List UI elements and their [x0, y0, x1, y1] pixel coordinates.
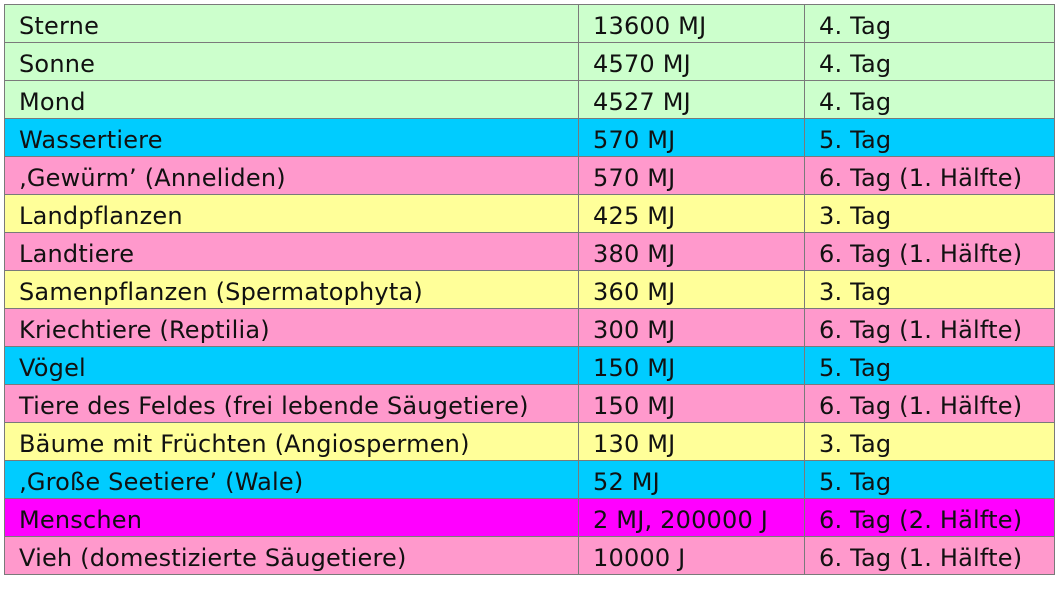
- cell-day: 6. Tag (1. Hälfte): [804, 384, 1055, 423]
- cell-day: 6. Tag (1. Hälfte): [804, 308, 1055, 347]
- cell-day: 5. Tag: [804, 460, 1055, 499]
- cell-name: ‚Gewürm’ (Anneliden): [4, 156, 579, 195]
- cell-name: Sterne: [4, 4, 579, 43]
- cell-energy: 13600 MJ: [578, 4, 805, 43]
- cell-energy: 150 MJ: [578, 346, 805, 385]
- cell-day: 4. Tag: [804, 80, 1055, 119]
- cell-day: 3. Tag: [804, 270, 1055, 309]
- cell-name: Samenpflanzen (Spermatophyta): [4, 270, 579, 309]
- cell-name: Menschen: [4, 498, 579, 537]
- cell-day: 6. Tag (1. Hälfte): [804, 156, 1055, 195]
- cell-name: Landpflanzen: [4, 194, 579, 233]
- table-body: Sterne 13600 MJ 4. Tag Sonne 4570 MJ 4. Tag Mo…: [4, 4, 1055, 575]
- cell-energy: 10000 J: [578, 536, 805, 575]
- cell-day: 5. Tag: [804, 346, 1055, 385]
- table-row: Landtiere 380 MJ 6. Tag (1. Hälfte): [4, 232, 1055, 271]
- cell-energy: 2 MJ, 200000 J: [578, 498, 805, 537]
- table-row: Tiere des Feldes (frei lebende Säugetier…: [4, 384, 1055, 423]
- cell-day: 3. Tag: [804, 194, 1055, 233]
- cell-day: 4. Tag: [804, 42, 1055, 81]
- cell-day: 3. Tag: [804, 422, 1055, 461]
- cell-day: 6. Tag (1. Hälfte): [804, 536, 1055, 575]
- cell-energy: 570 MJ: [578, 118, 805, 157]
- cell-energy: 150 MJ: [578, 384, 805, 423]
- table-row: Sterne 13600 MJ 4. Tag: [4, 4, 1055, 43]
- table-row: Bäume mit Früchten (Angiospermen) 130 MJ 3…: [4, 422, 1055, 461]
- cell-day: 6. Tag (1. Hälfte): [804, 232, 1055, 271]
- table-row: Vögel 150 MJ 5. Tag: [4, 346, 1055, 385]
- cell-name: Tiere des Feldes (frei lebende Säugetier…: [4, 384, 579, 423]
- table-row: Kriechtiere (Reptilia) 300 MJ 6. Tag (1. H…: [4, 308, 1055, 347]
- cell-energy: 300 MJ: [578, 308, 805, 347]
- cell-name: Mond: [4, 80, 579, 119]
- cell-energy: 570 MJ: [578, 156, 805, 195]
- cell-energy: 380 MJ: [578, 232, 805, 271]
- cell-energy: 4527 MJ: [578, 80, 805, 119]
- cell-energy: 360 MJ: [578, 270, 805, 309]
- cell-day: 5. Tag: [804, 118, 1055, 157]
- table-row: ‚Große Seetiere’ (Wale) 52 MJ 5. Tag: [4, 460, 1055, 499]
- cell-energy: 130 MJ: [578, 422, 805, 461]
- table-row: Wassertiere 570 MJ 5. Tag: [4, 118, 1055, 157]
- cell-name: Wassertiere: [4, 118, 579, 157]
- table-row: Vieh (domestizierte Säugetiere) 10000 J 6.…: [4, 536, 1055, 575]
- cell-name: Sonne: [4, 42, 579, 81]
- cell-name: Vieh (domestizierte Säugetiere): [4, 536, 579, 575]
- cell-energy: 4570 MJ: [578, 42, 805, 81]
- cell-name: Vögel: [4, 346, 579, 385]
- table-row: Samenpflanzen (Spermatophyta) 360 MJ 3. Ta…: [4, 270, 1055, 309]
- cell-name: ‚Große Seetiere’ (Wale): [4, 460, 579, 499]
- table-row: Landpflanzen 425 MJ 3. Tag: [4, 194, 1055, 233]
- cell-day: 4. Tag: [804, 4, 1055, 43]
- table-row: ‚Gewürm’ (Anneliden) 570 MJ 6. Tag (1. Häl…: [4, 156, 1055, 195]
- cell-name: Landtiere: [4, 232, 579, 271]
- cell-energy: 52 MJ: [578, 460, 805, 499]
- cell-energy: 425 MJ: [578, 194, 805, 233]
- table-row: Mond 4527 MJ 4. Tag: [4, 80, 1055, 119]
- table-row: Menschen 2 MJ, 200000 J 6. Tag (2. Hälfte): [4, 498, 1055, 537]
- table-row: Sonne 4570 MJ 4. Tag: [4, 42, 1055, 81]
- creation-energy-table: Sterne 13600 MJ 4. Tag Sonne 4570 MJ 4. Tag Mo…: [4, 4, 1055, 575]
- cell-day: 6. Tag (2. Hälfte): [804, 498, 1055, 537]
- cell-name: Bäume mit Früchten (Angiospermen): [4, 422, 579, 461]
- cell-name: Kriechtiere (Reptilia): [4, 308, 579, 347]
